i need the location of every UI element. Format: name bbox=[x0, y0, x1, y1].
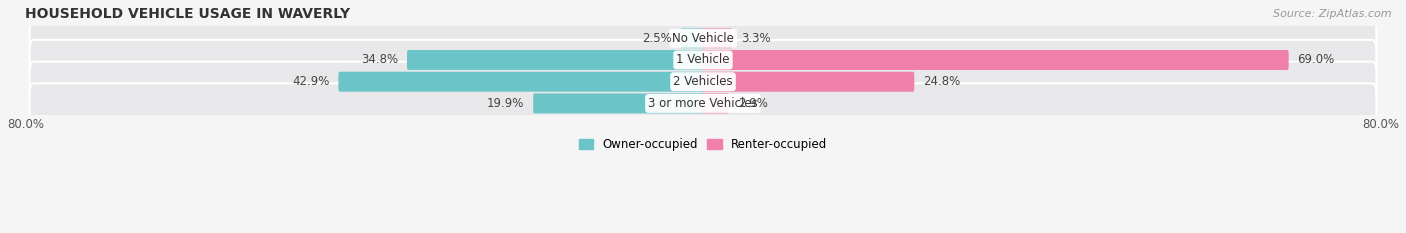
Text: 24.8%: 24.8% bbox=[924, 75, 960, 88]
Text: 42.9%: 42.9% bbox=[292, 75, 329, 88]
FancyBboxPatch shape bbox=[702, 50, 1289, 70]
Text: 2.5%: 2.5% bbox=[643, 32, 672, 45]
Text: 2 Vehicles: 2 Vehicles bbox=[673, 75, 733, 88]
Text: 69.0%: 69.0% bbox=[1298, 53, 1334, 66]
Legend: Owner-occupied, Renter-occupied: Owner-occupied, Renter-occupied bbox=[574, 133, 832, 156]
FancyBboxPatch shape bbox=[533, 93, 704, 113]
FancyBboxPatch shape bbox=[681, 28, 704, 48]
FancyBboxPatch shape bbox=[30, 18, 1376, 58]
FancyBboxPatch shape bbox=[339, 72, 704, 92]
Text: 19.9%: 19.9% bbox=[486, 97, 524, 110]
Text: HOUSEHOLD VEHICLE USAGE IN WAVERLY: HOUSEHOLD VEHICLE USAGE IN WAVERLY bbox=[25, 7, 350, 21]
Text: 1 Vehicle: 1 Vehicle bbox=[676, 53, 730, 66]
Text: 3 or more Vehicles: 3 or more Vehicles bbox=[648, 97, 758, 110]
FancyBboxPatch shape bbox=[702, 28, 733, 48]
FancyBboxPatch shape bbox=[406, 50, 704, 70]
Text: 2.9%: 2.9% bbox=[738, 97, 768, 110]
FancyBboxPatch shape bbox=[30, 40, 1376, 80]
Text: No Vehicle: No Vehicle bbox=[672, 32, 734, 45]
Text: Source: ZipAtlas.com: Source: ZipAtlas.com bbox=[1274, 9, 1392, 19]
FancyBboxPatch shape bbox=[702, 72, 914, 92]
Text: 34.8%: 34.8% bbox=[361, 53, 398, 66]
FancyBboxPatch shape bbox=[702, 93, 728, 113]
Text: 3.3%: 3.3% bbox=[741, 32, 770, 45]
FancyBboxPatch shape bbox=[30, 62, 1376, 102]
FancyBboxPatch shape bbox=[30, 83, 1376, 123]
